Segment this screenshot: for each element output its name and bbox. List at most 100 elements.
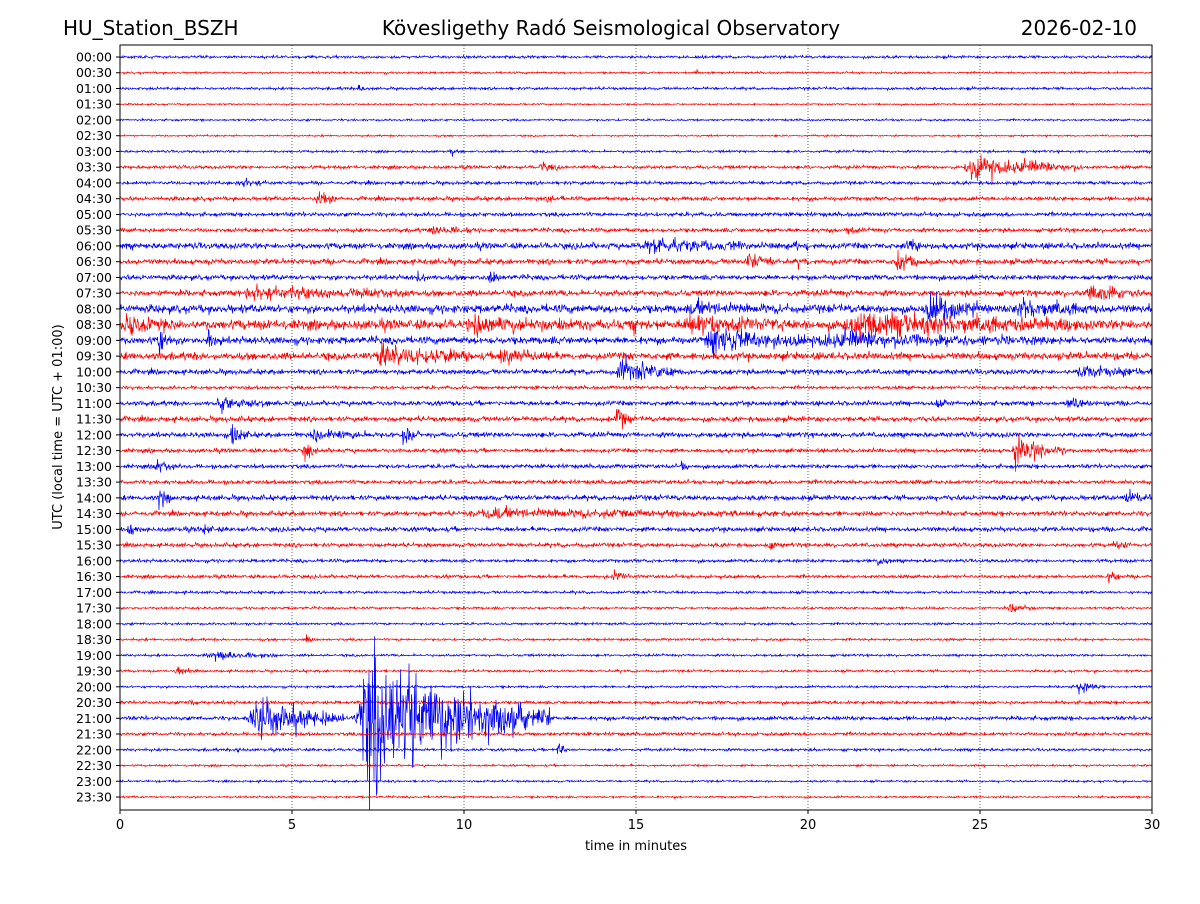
trace-0130 [120, 101, 1152, 107]
trace-0500 [120, 210, 1152, 219]
y-tick-label: 04:00 [76, 175, 112, 190]
y-tick-label: 09:30 [76, 349, 112, 364]
y-tick-label: 23:00 [76, 774, 112, 789]
trace-1030 [120, 384, 1152, 392]
y-tick-label: 10:30 [76, 380, 112, 395]
trace-1130 [120, 409, 1152, 430]
trace-0800 [120, 290, 1152, 325]
y-tick-label: 21:00 [76, 711, 112, 726]
y-tick-label: 01:30 [76, 97, 112, 112]
trace-0730 [120, 283, 1152, 301]
x-axis: 0 5 10 15 20 25 30 [116, 810, 1160, 833]
trace-1600 [120, 557, 1152, 566]
trace-0400 [120, 177, 1152, 188]
trace-0930 [120, 341, 1152, 367]
trace-0200 [120, 117, 1152, 123]
trace-1300 [120, 458, 1152, 473]
trace-1800 [120, 620, 1152, 627]
x-axis-label: time in minutes [585, 839, 687, 854]
trace-1730 [120, 603, 1152, 613]
y-tick-label: 19:30 [76, 664, 112, 679]
trace-0530 [120, 226, 1152, 235]
trace-0100 [120, 84, 1152, 92]
grid-lines [291, 45, 981, 810]
trace-2130 [120, 730, 1152, 738]
trace-0030 [120, 68, 1152, 76]
y-axis: 00:0000:3001:0001:3002:0002:3003:0003:30… [76, 50, 120, 805]
station-title: HU_Station_BSZH [63, 16, 239, 40]
y-tick-label: 23:30 [76, 790, 112, 805]
trace-0230 [120, 133, 1152, 139]
y-tick-label: 05:00 [76, 207, 112, 222]
y-tick-label: 21:30 [76, 727, 112, 742]
y-tick-label: 22:00 [76, 742, 112, 757]
trace-1400 [120, 488, 1152, 511]
y-tick-label: 09:00 [76, 333, 112, 348]
y-tick-label: 20:30 [76, 695, 112, 710]
y-tick-label: 05:30 [76, 223, 112, 238]
y-tick-label: 19:00 [76, 648, 112, 663]
trace-0630 [120, 249, 1152, 272]
y-tick-label: 07:00 [76, 270, 112, 285]
y-tick-label: 08:30 [76, 317, 112, 332]
trace-1500 [120, 524, 1152, 535]
trace-1200 [120, 424, 1152, 445]
y-tick-label: 12:30 [76, 443, 112, 458]
y-tick-label: 03:30 [76, 160, 112, 175]
trace-1330 [120, 478, 1152, 486]
y-tick-label: 11:30 [76, 412, 112, 427]
y-tick-label: 13:00 [76, 459, 112, 474]
trace-0600 [120, 236, 1152, 255]
x-tick-label: 30 [1144, 818, 1161, 833]
y-tick-label: 00:30 [76, 65, 112, 80]
y-tick-label: 01:00 [76, 81, 112, 96]
x-tick-label: 15 [628, 818, 645, 833]
y-tick-label: 00:00 [76, 50, 112, 65]
trace-2300 [120, 778, 1152, 785]
y-tick-label: 02:00 [76, 112, 112, 127]
trace-2000 [120, 682, 1152, 695]
trace-2030 [120, 698, 1152, 706]
y-tick-label: 18:00 [76, 616, 112, 631]
y-tick-label: 11:00 [76, 396, 112, 411]
x-tick-label: 5 [288, 818, 296, 833]
y-tick-label: 15:00 [76, 522, 112, 537]
trace-0430 [120, 191, 1152, 204]
trace-1100 [120, 397, 1152, 415]
y-tick-label: 17:00 [76, 585, 112, 600]
trace-0830 [120, 310, 1152, 343]
y-tick-label: 06:30 [76, 254, 112, 269]
trace-0000 [120, 53, 1152, 61]
trace-2230 [120, 762, 1152, 769]
y-tick-label: 16:30 [76, 569, 112, 584]
y-tick-label: 17:30 [76, 601, 112, 616]
y-axis-label: UTC (local time = UTC + 01:00) [51, 324, 66, 529]
y-tick-label: 02:30 [76, 128, 112, 143]
y-tick-label: 04:30 [76, 191, 112, 206]
trace-2100 [120, 636, 1152, 810]
y-tick-label: 13:30 [76, 475, 112, 490]
trace-1830 [120, 634, 1152, 643]
y-tick-label: 14:00 [76, 490, 112, 505]
y-tick-label: 07:30 [76, 286, 112, 301]
y-tick-label: 15:30 [76, 538, 112, 553]
y-tick-label: 18:30 [76, 632, 112, 647]
y-tick-label: 06:00 [76, 238, 112, 253]
trace-1900 [120, 651, 1152, 662]
chart-title: Kövesligethy Radó Seismological Observat… [382, 16, 840, 40]
y-tick-label: 12:00 [76, 427, 112, 442]
trace-1700 [120, 589, 1152, 596]
y-tick-label: 10:00 [76, 364, 112, 379]
date-title: 2026-02-10 [1021, 16, 1137, 40]
trace-0330 [120, 154, 1152, 185]
trace-0900 [120, 326, 1152, 359]
x-tick-label: 0 [116, 818, 124, 833]
trace-2330 [120, 794, 1152, 800]
trace-1430 [120, 504, 1152, 520]
y-tick-label: 20:00 [76, 679, 112, 694]
trace-0300 [120, 148, 1152, 157]
seismic-traces [120, 53, 1152, 810]
x-tick-label: 10 [456, 818, 473, 833]
trace-1930 [120, 666, 1152, 675]
